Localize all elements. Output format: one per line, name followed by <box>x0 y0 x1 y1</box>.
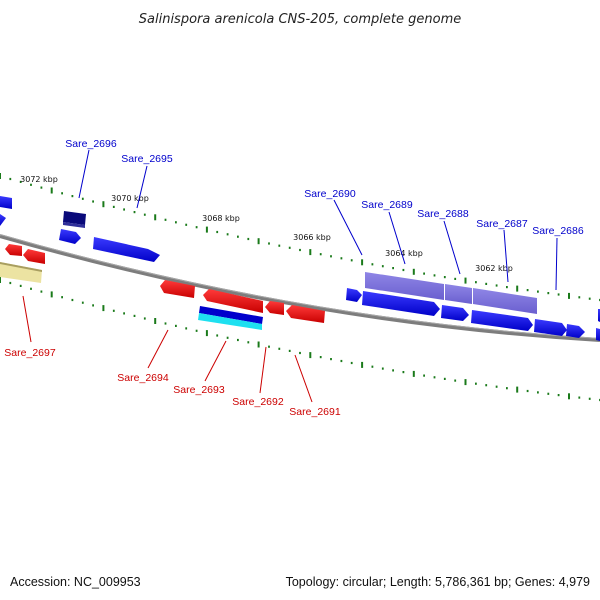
gene-sare-2686[interactable] <box>534 319 567 336</box>
gene-sare-2687[interactable] <box>473 288 537 314</box>
label-sare-2692[interactable]: Sare_2692 <box>232 396 284 408</box>
gene-sare-2689[interactable] <box>362 291 440 316</box>
gene-sare-2686-b[interactable] <box>566 324 585 338</box>
gene-sare-2690[interactable] <box>365 272 444 300</box>
gene-sare-2688[interactable] <box>445 284 472 304</box>
leader-lines <box>22 149 558 403</box>
label-sare-2694[interactable]: Sare_2694 <box>117 372 169 384</box>
map-title: Salinispora arenicola CNS-205, complete … <box>139 12 461 27</box>
genome-backbone <box>0 234 600 342</box>
kbp-label-3062: 3062 kbp <box>475 264 513 273</box>
gene-sare-2696[interactable] <box>63 211 86 228</box>
genome-backbone-highlight <box>0 234 600 339</box>
leader-sare-2692 <box>259 346 267 394</box>
label-sare-2690[interactable]: Sare_2690 <box>304 188 356 200</box>
gene-sare-2693[interactable] <box>203 289 263 313</box>
scale-ticks <box>0 173 600 402</box>
gene-sare-2695[interactable] <box>93 237 160 262</box>
leader-sare-2694 <box>147 329 169 369</box>
leader-sare-2693 <box>204 340 227 382</box>
leader-sare-2687 <box>503 229 509 283</box>
accession-text: Accession: NC_009953 <box>10 575 141 589</box>
kbp-label-3070: 3070 kbp <box>111 194 149 203</box>
gene-sare-2694[interactable] <box>160 280 195 298</box>
gene-sare-2696-b[interactable] <box>59 229 81 244</box>
gene-block-left-edge-upper[interactable] <box>0 196 12 226</box>
gene-sare-2691[interactable] <box>286 305 325 323</box>
label-sare-2689[interactable]: Sare_2689 <box>361 199 413 211</box>
leader-sare-2689 <box>388 211 406 265</box>
kbp-label-3068: 3068 kbp <box>202 214 240 223</box>
label-sare-2697[interactable]: Sare_2697 <box>4 347 56 359</box>
label-sare-2688[interactable]: Sare_2688 <box>417 208 469 220</box>
gene-sare-2688-cds[interactable] <box>441 305 469 321</box>
label-sare-2695[interactable]: Sare_2695 <box>121 153 173 165</box>
kbp-label-3066: 3066 kbp <box>293 233 331 242</box>
label-sare-2693[interactable]: Sare_2693 <box>173 384 225 396</box>
label-sare-2696[interactable]: Sare_2696 <box>65 138 117 150</box>
label-sare-2691[interactable]: Sare_2691 <box>289 406 341 418</box>
label-sare-2686[interactable]: Sare_2686 <box>532 225 584 237</box>
label-sare-2687[interactable]: Sare_2687 <box>476 218 528 230</box>
gene-small-blue-2690a[interactable] <box>346 288 362 302</box>
genome-summary-text: Topology: circular; Length: 5,786,361 bp… <box>286 575 590 589</box>
gene-sare-2687-cds[interactable] <box>471 310 533 331</box>
gene-sare-2693-cds[interactable] <box>198 306 263 330</box>
leader-sare-2691 <box>294 354 313 403</box>
leader-sare-2686 <box>555 237 558 291</box>
gene-right-edge[interactable] <box>596 309 600 341</box>
gene-sare-2692[interactable] <box>265 301 284 315</box>
kbp-label-3064: 3064 kbp <box>385 249 423 258</box>
gene-sare-2697[interactable] <box>0 244 45 283</box>
leader-sare-2697 <box>22 295 32 343</box>
leader-sare-2688 <box>443 220 461 275</box>
leader-sare-2695 <box>136 165 148 209</box>
leader-sare-2696 <box>78 149 90 199</box>
kbp-label-3072: 3072 kbp <box>20 175 58 184</box>
leader-sare-2690 <box>333 199 363 256</box>
